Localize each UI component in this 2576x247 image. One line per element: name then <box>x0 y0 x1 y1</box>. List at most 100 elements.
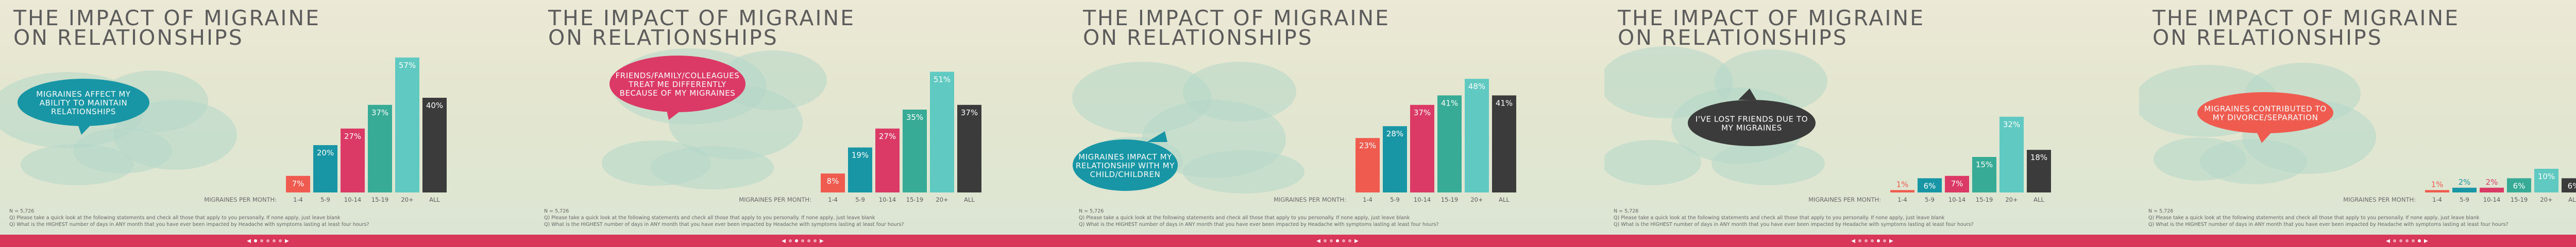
pager-dot-icon[interactable] <box>1330 239 1333 242</box>
callout-text: MIGRAINES IMPACT MY RELATIONSHIP WITH MY C… <box>1076 152 1175 179</box>
panel-title: The Impact of Migraine on Relationships <box>2153 6 2460 50</box>
x-tick-label: 1-4 <box>293 196 303 203</box>
pager-dot-icon[interactable] <box>1324 239 1327 242</box>
pager-dot-icon[interactable] <box>279 239 282 242</box>
bar-value-label: 20% <box>317 148 334 157</box>
pager-dot-icon[interactable] <box>2399 239 2402 242</box>
slide-pager[interactable]: ◀ ▶ <box>237 237 299 245</box>
prev-arrow-icon[interactable]: ◀ <box>247 238 251 244</box>
bar-5-9 <box>313 145 337 192</box>
footnotes: N = 5,726 Q) Please take a quick look at … <box>1614 208 2036 228</box>
next-arrow-icon[interactable]: ▶ <box>820 238 824 244</box>
prev-arrow-icon[interactable]: ◀ <box>782 238 786 244</box>
next-arrow-icon[interactable]: ▶ <box>2424 238 2428 244</box>
bar-value-label: 48% <box>1468 82 1485 91</box>
bar-value-label: 32% <box>2003 120 2020 129</box>
x-tick-label: 15-19 <box>2511 196 2528 203</box>
footnote-line: Q) What is the HIGHEST number of days in… <box>2148 222 2509 227</box>
pager-dot-icon[interactable] <box>2412 239 2415 242</box>
x-tick-label: 15-19 <box>1441 196 1458 203</box>
footer-bar: ◀ ▶ <box>0 235 535 247</box>
pager-dot-icon[interactable] <box>273 239 276 242</box>
panel-title: The Impact of Migraine on Relationships <box>1083 6 1391 50</box>
slide-pager[interactable]: ◀ ▶ <box>2376 237 2438 245</box>
pager-dot-icon[interactable] <box>814 239 817 242</box>
pager-dot-icon[interactable] <box>789 239 792 242</box>
next-arrow-icon[interactable]: ▶ <box>1354 238 1359 244</box>
footnote-line: Q) What is the HIGHEST number of days in… <box>9 222 369 227</box>
panel-title: The Impact of Migraine on Relationships <box>13 6 321 50</box>
x-tick-label: 20+ <box>401 196 413 203</box>
bar-1-4 <box>286 175 310 192</box>
prev-arrow-icon[interactable]: ◀ <box>2386 238 2390 244</box>
bar-value-label: 6% <box>2568 181 2576 190</box>
next-arrow-icon[interactable]: ▶ <box>1889 238 1893 244</box>
x-tick-label: ALL <box>1499 196 1510 203</box>
slide-pager[interactable]: ◀ ▶ <box>1841 237 1903 245</box>
bar-value-label: 2% <box>2486 178 2498 187</box>
x-tick-label: 20+ <box>2540 196 2552 203</box>
x-tick-label: ALL <box>2033 196 2044 203</box>
footer-bar: ◀ ▶ <box>2139 235 2576 247</box>
x-tick-label: 20+ <box>936 196 948 203</box>
prev-arrow-icon[interactable]: ◀ <box>1316 238 1320 244</box>
speech-cloud <box>21 144 134 185</box>
bar-value-label: 7% <box>292 179 304 188</box>
bar-1-4 <box>1890 190 1914 192</box>
pager-dot-icon[interactable] <box>807 239 810 242</box>
bar-20+ <box>930 72 954 192</box>
pager-dot-icon[interactable] <box>1877 239 1880 242</box>
pager-dot-icon[interactable] <box>1865 239 1868 242</box>
pager-dot-icon[interactable] <box>2418 239 2421 242</box>
pager-dot-icon[interactable] <box>2393 239 2396 242</box>
callout-bubble <box>1688 100 1816 146</box>
prev-arrow-icon[interactable]: ◀ <box>1851 238 1855 244</box>
pager-dot-icon[interactable] <box>266 239 269 242</box>
footnote-line: Q) Please take a quick look at the follo… <box>2148 215 2480 221</box>
bar-1-4 <box>821 173 845 192</box>
bar-15-19 <box>2507 178 2531 192</box>
pager-dot-icon[interactable] <box>1336 239 1339 242</box>
bar-5-9 <box>848 147 872 192</box>
x-tick-label: 20+ <box>1470 196 1483 203</box>
footnote-line: N = 5,726 <box>2148 208 2174 214</box>
footnotes: N = 5,726 Q) Please take a quick look at … <box>2148 208 2571 228</box>
callout-text: FRIENDS/FAMILY/COLLEAGUES TREAT ME DIFFER… <box>616 71 740 98</box>
slide-pager[interactable]: ◀ ▶ <box>772 237 834 245</box>
bar-value-label: 15% <box>1976 160 1993 169</box>
pager-dot-icon[interactable] <box>1883 239 1886 242</box>
bar-value-label: 37% <box>961 108 978 117</box>
x-tick-label: 10-14 <box>1414 196 1431 203</box>
bar-chart: I'VE LOST FRIENDS DUE TO MY MIGRAINES MIGR… <box>1604 46 2051 203</box>
panel-title: The Impact of Migraine on Relationships <box>548 6 856 50</box>
pager-dot-icon[interactable] <box>2405 239 2409 242</box>
bar-value-label: 35% <box>906 113 923 122</box>
bar-20+ <box>395 57 419 193</box>
pager-dot-icon[interactable] <box>260 239 263 242</box>
panel-4: I'VE LOST FRIENDS DUE TO MY MIGRAINES MIGR… <box>1604 0 2139 247</box>
bar-value-label: 40% <box>426 101 443 110</box>
pager-dot-icon[interactable] <box>1342 239 1345 242</box>
panel-3: MIGRAINES IMPACT MY RELATIONSHIP WITH MY C… <box>1070 0 1604 247</box>
next-arrow-icon[interactable]: ▶ <box>285 238 289 244</box>
pager-dot-icon[interactable] <box>1871 239 1874 242</box>
footer-bar: ◀ ▶ <box>1604 235 2139 247</box>
callout-tail <box>2257 132 2272 143</box>
speech-cloud <box>2154 137 2246 181</box>
bar-ALL <box>1492 95 1516 192</box>
bar-15-19 <box>1972 157 1996 192</box>
panel-1: MIGRAINES AFFECT MY ABILITY TO MAINTAIN RE… <box>0 0 535 247</box>
pager-dot-icon[interactable] <box>801 239 804 242</box>
x-tick-label: ALL <box>429 196 440 203</box>
slide-pager[interactable]: ◀ ▶ <box>1307 237 1368 245</box>
bar-15-19 <box>368 104 392 192</box>
bar-10-14 <box>341 128 365 192</box>
pager-dot-icon[interactable] <box>795 239 798 242</box>
pager-dot-icon[interactable] <box>254 239 257 242</box>
x-tick-label: 5-9 <box>1925 196 1935 203</box>
x-tick-label: 5-9 <box>855 196 865 203</box>
pager-dot-icon[interactable] <box>1858 239 1861 242</box>
pager-dot-icon[interactable] <box>1348 239 1351 242</box>
x-tick-label: 10-14 <box>879 196 896 203</box>
